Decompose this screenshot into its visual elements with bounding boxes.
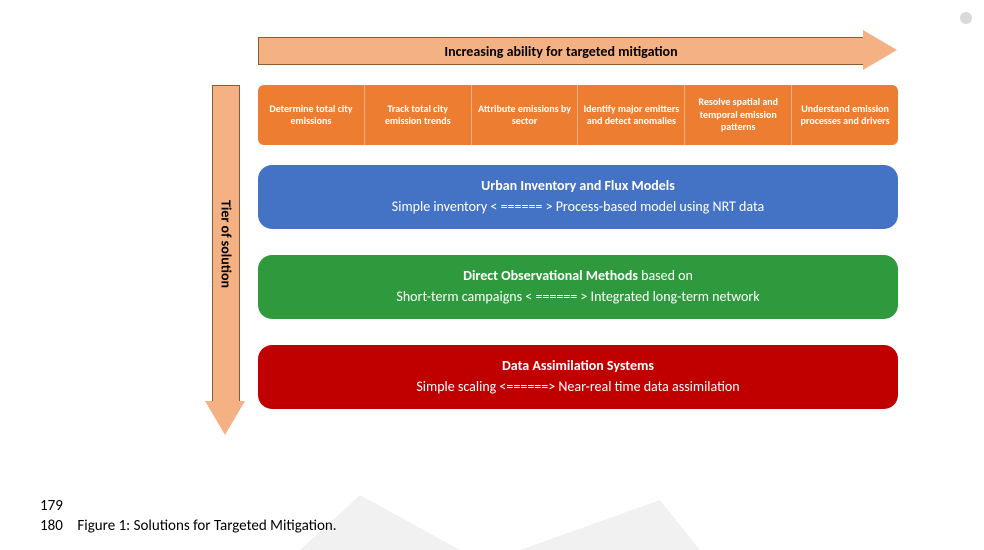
tier-title: Urban Inventory and Flux Models [481, 177, 675, 194]
corner-dot [960, 12, 972, 24]
top-arrow-head [863, 30, 897, 70]
top-arrow-label: Increasing ability for targeted mitigati… [444, 43, 677, 60]
category-cell: Resolve spatial and temporal emission pa… [685, 85, 792, 145]
category-cell: Identify major emitters and detect anoma… [578, 85, 685, 145]
line-number: 180 [40, 516, 74, 536]
category-row: Determine total city emissions Track tot… [258, 85, 898, 145]
watermark-triangle [520, 500, 700, 550]
top-arrow-body: Increasing ability for targeted mitigati… [258, 37, 863, 65]
tier-title-trailing: based on [638, 267, 693, 284]
tier-box-assimilation: Data Assimilation Systems Simple scaling… [258, 345, 898, 409]
figure-caption: 179 180 Figure 1: Solutions for Targeted… [40, 496, 337, 537]
left-arrow-label: Tier of solution [218, 200, 235, 288]
tier-title: Data Assimilation Systems [502, 357, 654, 374]
left-arrow-head [205, 401, 245, 435]
tier-subtitle: Simple inventory < ====== > Process-base… [268, 198, 888, 217]
tier-box-inventory: Urban Inventory and Flux Models Simple i… [258, 165, 898, 229]
left-arrow: Tier of solution [205, 85, 245, 435]
category-cell: Determine total city emissions [258, 85, 365, 145]
caption-text: Figure 1: Solutions for Targeted Mitigat… [77, 517, 336, 535]
tier-box-observational: Direct Observational Methods based on Sh… [258, 255, 898, 319]
category-cell: Understand emission processes and driver… [792, 85, 898, 145]
tier-subtitle: Short-term campaigns < ====== > Integrat… [268, 288, 888, 307]
left-arrow-body: Tier of solution [212, 85, 240, 402]
category-cell: Track total city emission trends [365, 85, 472, 145]
category-cell: Attribute emissions by sector [472, 85, 579, 145]
top-arrow: Increasing ability for targeted mitigati… [258, 30, 898, 70]
tier-subtitle: Simple scaling <======> Near-real time d… [268, 378, 888, 397]
line-number: 179 [40, 496, 74, 516]
tier-title: Direct Observational Methods [463, 267, 638, 284]
